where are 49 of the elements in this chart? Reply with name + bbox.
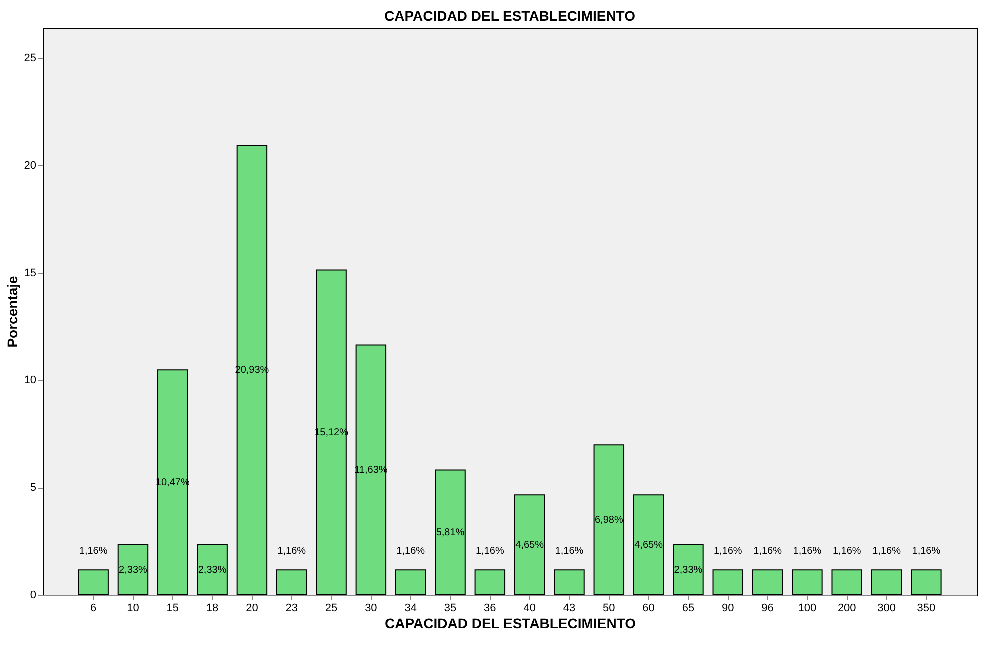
data-label: 1,16% <box>476 546 504 557</box>
x-tick-label: 10 <box>127 602 140 614</box>
y-tick-label: 20 <box>24 160 36 172</box>
data-label: 1,16% <box>555 546 584 557</box>
data-label: 6,98% <box>594 515 624 526</box>
x-tick-label: 35 <box>444 602 457 614</box>
x-tick-label: 34 <box>404 602 417 614</box>
x-tick-label: 36 <box>484 602 496 614</box>
x-tick-label: 40 <box>524 602 536 614</box>
data-label: 1,16% <box>832 546 862 557</box>
data-label: 4,65% <box>634 540 664 552</box>
x-tick-label: 350 <box>917 602 936 614</box>
y-tick-label: 25 <box>24 52 36 65</box>
x-tick-label: 60 <box>642 602 655 614</box>
data-label: 1,16% <box>396 546 426 557</box>
data-label: 1,16% <box>912 546 941 557</box>
data-label: 1,16% <box>793 546 822 557</box>
data-label: 1,16% <box>714 546 742 557</box>
x-tick-label: 96 <box>762 602 774 614</box>
x-tick-label: 20 <box>246 602 258 614</box>
x-tick-label: 50 <box>603 602 616 614</box>
data-label: 1,16% <box>79 546 108 557</box>
y-tick-label: 5 <box>30 482 36 494</box>
y-tick-label: 0 <box>30 590 36 602</box>
x-tick-label: 15 <box>166 602 180 614</box>
x-tick-label: 90 <box>722 602 734 614</box>
x-tick-label: 18 <box>206 602 219 614</box>
y-axis-title: Porcentaje <box>4 276 20 348</box>
data-label: 5,81% <box>436 528 465 539</box>
data-label: 2,33% <box>674 564 703 576</box>
data-label: 1,16% <box>278 546 306 557</box>
x-axis-title: CAPACIDAD DEL ESTABLECIMIENTO <box>385 616 636 632</box>
x-tick-label: 300 <box>878 602 896 614</box>
data-label: 1,16% <box>872 546 902 557</box>
x-tick-label: 43 <box>563 602 576 614</box>
x-tick-label: 200 <box>838 602 856 614</box>
chart-title: CAPACIDAD DEL ESTABLECIMIENTO <box>384 8 636 24</box>
x-tick-label: 65 <box>682 602 695 614</box>
y-tick-label: 15 <box>24 267 36 280</box>
data-label: 2,33% <box>119 564 148 576</box>
x-tick-label: 100 <box>798 602 817 614</box>
x-tick-label: 23 <box>286 602 298 614</box>
y-tick-label: 10 <box>24 374 36 387</box>
x-tick-label: 6 <box>90 602 97 614</box>
data-label: 4,65% <box>516 540 544 552</box>
data-label: 2,33% <box>198 564 227 576</box>
x-tick-label: 30 <box>365 602 378 614</box>
x-tick-label: 25 <box>325 602 338 614</box>
data-label: 1,16% <box>754 546 782 557</box>
